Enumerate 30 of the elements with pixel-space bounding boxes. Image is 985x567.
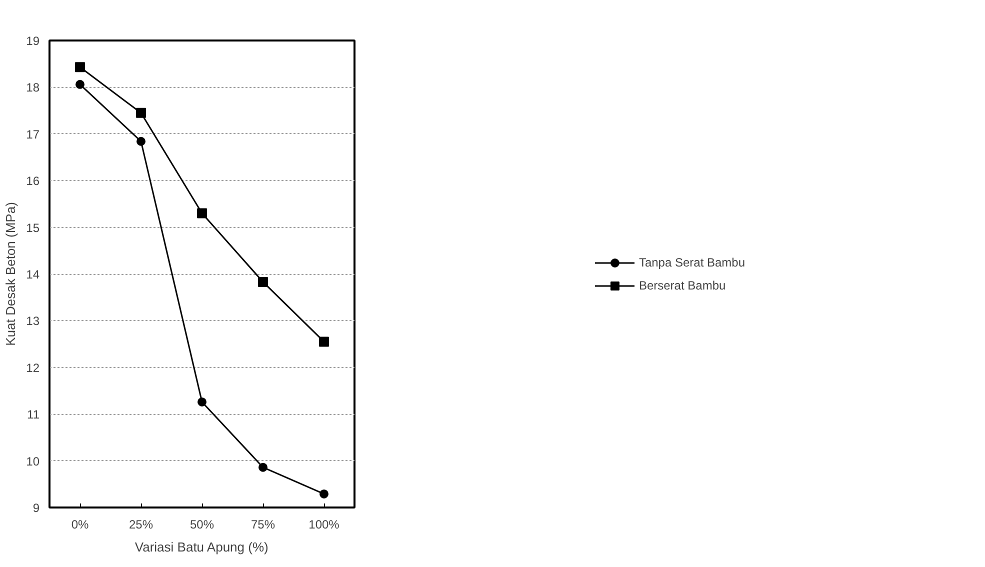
x-tick-label: 50% — [190, 518, 214, 532]
point — [75, 62, 85, 72]
y-tick-label: 19 — [26, 34, 40, 48]
point — [136, 108, 146, 118]
point — [319, 336, 329, 347]
legend-label: Berserat Bambu — [638, 278, 726, 292]
point — [198, 397, 206, 406]
y-tick-label: 12 — [26, 360, 40, 375]
y-axis-title: Kuat Desak Beton (MPa) — [3, 202, 18, 346]
point — [197, 208, 207, 218]
y-tick-label: 11 — [27, 408, 40, 422]
point — [258, 276, 268, 287]
y-tick-label: 9 — [32, 501, 40, 515]
x-tick-label: 75% — [250, 518, 276, 532]
x-tick-label: 25% — [128, 518, 154, 532]
point — [76, 80, 84, 89]
y-tick-label: 16 — [26, 174, 40, 188]
y-tick-label: 14 — [26, 268, 40, 282]
y-tick-label: 17 — [26, 127, 40, 142]
point — [136, 136, 146, 146]
point — [320, 489, 328, 498]
x-axis-title: Variasi Batu Apung (%) — [134, 540, 268, 554]
y-tick-label: 10 — [26, 454, 40, 468]
y-tick-label: 13 — [26, 314, 40, 328]
x-tick-label: 0% — [71, 518, 89, 532]
point — [258, 462, 268, 472]
x-tick-label: 100% — [308, 518, 340, 532]
y-tick-label: 15 — [26, 220, 40, 235]
legend-label: Tanpa Serat Bambu — [638, 255, 746, 269]
y-tick-label: 18 — [26, 80, 40, 95]
